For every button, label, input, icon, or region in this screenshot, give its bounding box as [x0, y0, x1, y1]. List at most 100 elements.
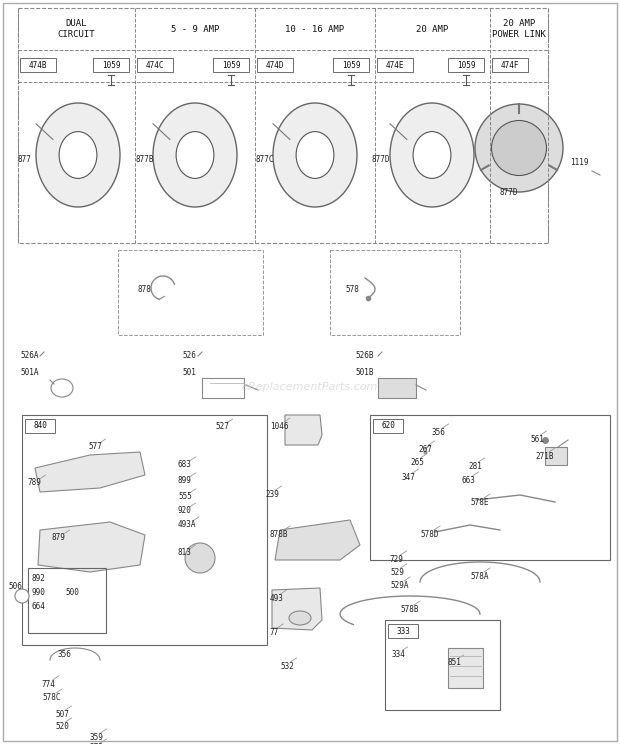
Text: 664: 664 [32, 602, 46, 611]
Ellipse shape [296, 132, 334, 179]
Text: 10 - 16 AMP: 10 - 16 AMP [285, 25, 345, 33]
Text: 526A: 526A [20, 351, 38, 360]
Text: 356: 356 [58, 650, 72, 659]
Text: 892: 892 [32, 574, 46, 583]
Ellipse shape [413, 132, 451, 179]
Ellipse shape [289, 611, 311, 625]
Text: 267: 267 [418, 445, 432, 454]
Bar [448, 648, 483, 688]
Bar [330, 250, 460, 335]
Bar [213, 58, 249, 72]
Text: 840: 840 [33, 422, 47, 431]
Text: 474F: 474F [501, 60, 520, 69]
Text: 507: 507 [55, 710, 69, 719]
Text: 77: 77 [270, 628, 279, 637]
Bar [202, 378, 244, 398]
Text: 526: 526 [182, 351, 196, 360]
Bar [22, 415, 267, 645]
Text: 506: 506 [8, 582, 22, 591]
Text: 878B: 878B [270, 530, 288, 539]
Bar [492, 58, 528, 72]
Ellipse shape [475, 104, 563, 192]
Bar [378, 378, 416, 398]
Text: 501: 501 [182, 368, 196, 377]
Text: 1046: 1046 [270, 422, 288, 431]
Bar [20, 58, 56, 72]
Text: 851: 851 [448, 658, 462, 667]
Bar [545, 447, 567, 465]
Bar [373, 419, 403, 433]
Text: 520: 520 [55, 722, 69, 731]
Text: 1059: 1059 [457, 60, 476, 69]
Bar [370, 415, 610, 560]
Text: 373: 373 [90, 743, 104, 744]
Ellipse shape [273, 103, 357, 207]
Ellipse shape [59, 132, 97, 179]
Text: 356: 356 [432, 428, 446, 437]
Text: DUAL
CIRCUIT: DUAL CIRCUIT [58, 19, 95, 39]
Ellipse shape [492, 121, 546, 176]
Text: 239: 239 [265, 490, 279, 499]
Bar [118, 250, 263, 335]
Text: 333: 333 [396, 626, 410, 635]
Bar [93, 58, 129, 72]
Text: 501A: 501A [20, 368, 38, 377]
Ellipse shape [390, 103, 474, 207]
Text: 877B: 877B [135, 155, 154, 164]
Text: 663: 663 [462, 476, 476, 485]
Text: 527: 527 [215, 422, 229, 431]
Bar [137, 58, 173, 72]
Text: 774: 774 [42, 680, 56, 689]
Text: 5 - 9 AMP: 5 - 9 AMP [171, 25, 219, 33]
Bar [385, 620, 500, 710]
Text: 526B: 526B [355, 351, 373, 360]
Ellipse shape [15, 589, 29, 603]
Text: 1059: 1059 [342, 60, 360, 69]
Text: 578B: 578B [400, 605, 419, 614]
Text: 500: 500 [65, 588, 79, 597]
Text: 20 AMP: 20 AMP [417, 25, 449, 33]
Text: 1119: 1119 [570, 158, 588, 167]
Text: 529: 529 [390, 568, 404, 577]
Text: 1059: 1059 [102, 60, 120, 69]
Text: 334: 334 [392, 650, 406, 659]
Text: 561: 561 [530, 435, 544, 444]
Bar [333, 58, 369, 72]
Text: 578: 578 [345, 286, 359, 295]
Text: eReplacementParts.com: eReplacementParts.com [242, 382, 378, 392]
Bar [377, 58, 413, 72]
Text: 493: 493 [270, 594, 284, 603]
Text: 501B: 501B [355, 368, 373, 377]
Text: 578A: 578A [470, 572, 489, 581]
Text: 577: 577 [88, 442, 102, 451]
Ellipse shape [176, 132, 214, 179]
Text: 620: 620 [381, 422, 395, 431]
Bar [257, 58, 293, 72]
Text: 789: 789 [28, 478, 42, 487]
Text: 1059: 1059 [222, 60, 241, 69]
Polygon shape [275, 520, 360, 560]
Text: 729: 729 [390, 555, 404, 564]
Text: 899: 899 [178, 476, 192, 485]
Ellipse shape [36, 103, 120, 207]
Text: 877D: 877D [500, 188, 518, 197]
Text: 20 AMP
POWER LINK: 20 AMP POWER LINK [492, 19, 546, 39]
Text: 281: 281 [468, 462, 482, 471]
Text: 555: 555 [178, 492, 192, 501]
Text: 474D: 474D [266, 60, 284, 69]
Text: 578C: 578C [42, 693, 61, 702]
Text: 878: 878 [138, 286, 152, 295]
Text: 474C: 474C [146, 60, 164, 69]
Bar [448, 58, 484, 72]
Text: 493A: 493A [178, 520, 197, 529]
Polygon shape [272, 588, 322, 630]
Text: 877D: 877D [372, 155, 391, 164]
Bar [28, 568, 106, 633]
Text: 877: 877 [18, 155, 32, 164]
Text: 532: 532 [280, 662, 294, 671]
Polygon shape [38, 522, 145, 572]
Text: 879: 879 [52, 533, 66, 542]
Polygon shape [285, 415, 322, 445]
Ellipse shape [51, 379, 73, 397]
Text: 359: 359 [90, 733, 104, 742]
